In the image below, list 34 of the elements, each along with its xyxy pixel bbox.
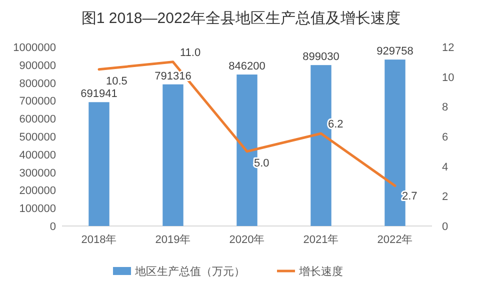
y-tick-label: 300000 — [19, 167, 56, 180]
data-label: 10.5 — [106, 75, 128, 88]
y2-tick-label: 2 — [442, 191, 448, 204]
x-tick-label: 2020年 — [229, 234, 265, 246]
y-tick-label: 100000 — [19, 203, 56, 216]
y2-tick-label: 8 — [442, 102, 448, 114]
y-tick-label: 0 — [50, 221, 56, 233]
x-tick-label: 2021年 — [303, 234, 339, 246]
y2-tick-label: 4 — [442, 161, 448, 174]
y-tick-label: 600000 — [19, 114, 56, 126]
data-label: 899030 — [302, 51, 340, 64]
data-label: 929758 — [376, 46, 414, 58]
y-tick-label: 200000 — [19, 185, 56, 198]
y2-tick-label: 10 — [442, 72, 454, 84]
x-tick-label: 2022年 — [377, 234, 413, 246]
legend-label: 地区生产总值（万元） — [134, 265, 245, 278]
bar — [162, 84, 184, 226]
y-tick-label: 800000 — [19, 78, 56, 90]
data-label: 691941 — [80, 88, 118, 100]
y-tick-label: 1000000 — [13, 42, 56, 54]
y-tick-label: 500000 — [19, 132, 56, 144]
y2-tick-label: 12 — [442, 42, 454, 54]
data-label: 11.0 — [180, 46, 201, 59]
x-tick-label: 2019年 — [155, 234, 191, 246]
y-tick-label: 700000 — [19, 96, 56, 108]
x-tick-label: 2018年 — [81, 234, 117, 246]
y2-tick-label: 6 — [442, 132, 448, 144]
y-tick-label: 400000 — [19, 149, 56, 162]
y-tick-label: 900000 — [19, 60, 56, 72]
chart-title: 图1 2018—2022年全县地区生产总值及增长速度 — [81, 10, 401, 27]
legend-label: 增长速度 — [298, 265, 343, 278]
y2-tick-label: 0 — [442, 221, 448, 233]
bar — [88, 102, 110, 226]
data-label: 846200 — [228, 60, 266, 73]
